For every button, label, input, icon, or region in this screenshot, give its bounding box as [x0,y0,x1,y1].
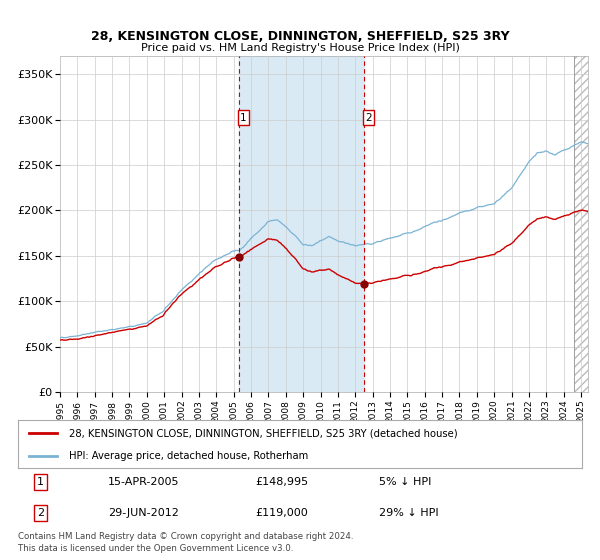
Text: 1: 1 [37,477,44,487]
Text: HPI: Average price, detached house, Rotherham: HPI: Average price, detached house, Roth… [69,451,308,461]
Text: 15-APR-2005: 15-APR-2005 [108,477,180,487]
Text: Contains HM Land Registry data © Crown copyright and database right 2024.
This d: Contains HM Land Registry data © Crown c… [18,533,353,553]
Text: 1: 1 [240,113,247,123]
Bar [239,56,364,392]
Bar [574,52,588,392]
Text: Price paid vs. HM Land Registry's House Price Index (HPI): Price paid vs. HM Land Registry's House … [140,43,460,53]
Text: 29-JUN-2012: 29-JUN-2012 [108,508,179,518]
Text: 28, KENSINGTON CLOSE, DINNINGTON, SHEFFIELD, S25 3RY (detached house): 28, KENSINGTON CLOSE, DINNINGTON, SHEFFI… [69,428,457,438]
Text: 2: 2 [37,508,44,518]
Text: 29% ↓ HPI: 29% ↓ HPI [379,508,439,518]
Text: 28, KENSINGTON CLOSE, DINNINGTON, SHEFFIELD, S25 3RY: 28, KENSINGTON CLOSE, DINNINGTON, SHEFFI… [91,30,509,43]
Text: 2: 2 [365,113,372,123]
Text: £119,000: £119,000 [255,508,308,518]
Text: £148,995: £148,995 [255,477,308,487]
Text: 5% ↓ HPI: 5% ↓ HPI [379,477,431,487]
